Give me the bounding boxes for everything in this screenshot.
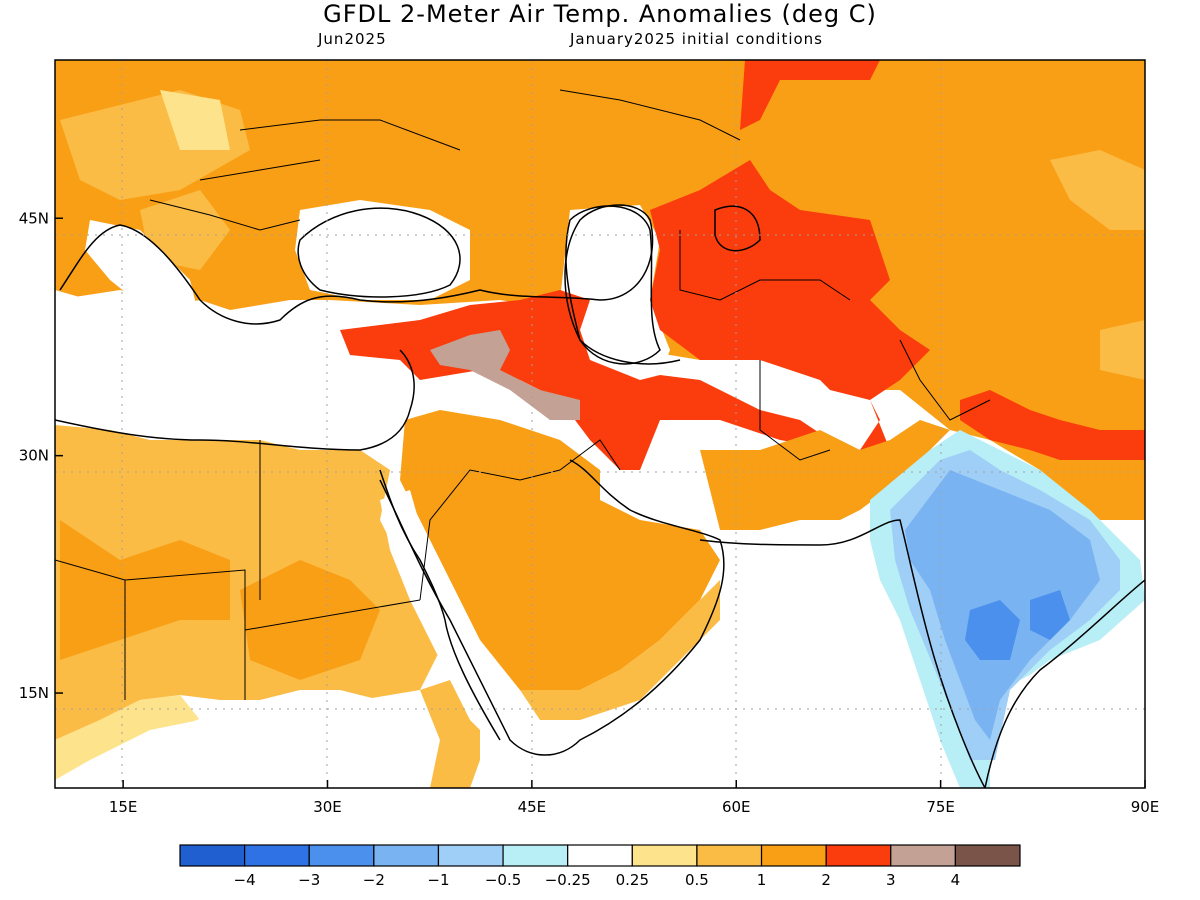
colorbar-label: −0.25	[545, 871, 591, 889]
anomaly-region-balkans	[140, 190, 230, 270]
map-frame	[54, 59, 1146, 789]
anomaly-region-yemen	[520, 580, 720, 720]
colorbar-label: 3	[886, 871, 896, 889]
anomaly-region-india-core2	[1030, 590, 1070, 640]
colorbar-swatch	[954, 844, 1021, 867]
anomaly-region-libya	[60, 520, 230, 660]
colorbar-swatch	[696, 844, 763, 867]
anomaly-region-north	[740, 60, 880, 130]
colorbar-swatch	[373, 844, 440, 867]
colorbar-label: −3	[298, 871, 320, 889]
black-sea-white	[295, 200, 470, 300]
lat-tick-label: 30N	[19, 447, 49, 465]
anomaly-region-arabia	[400, 410, 720, 700]
anomaly-region-himalaya	[960, 390, 1145, 460]
anomaly-region-mongolia	[1050, 150, 1145, 230]
lon-tick-label: 90E	[1131, 798, 1160, 816]
colorbar-swatch	[244, 844, 310, 867]
colorbar: −4 −3 −2 −1 −0.5 −0.25 0.25 0.5 1 2 3 4	[179, 844, 1021, 889]
anomaly-region-chad	[240, 560, 380, 680]
colorbar-label: 2	[821, 871, 831, 889]
colorbar-swatch	[890, 844, 956, 867]
lat-tick-label: 45N	[19, 209, 49, 227]
anomaly-region-pakistan	[700, 420, 950, 530]
country-borders	[55, 89, 991, 700]
initial-conditions: January2025 initial conditions	[570, 30, 823, 48]
colorbar-label: −1	[427, 871, 449, 889]
axis-ticks: 45N 30N 15N 15E 30E 45E 60E 75E 90E	[19, 209, 1160, 816]
arabian-sea-white	[520, 540, 960, 788]
colorbar-swatch	[567, 844, 633, 867]
colorbar-swatch	[179, 844, 246, 867]
colorbar-label: 0.5	[685, 871, 709, 889]
bay-of-bengal-white	[1000, 600, 1145, 788]
map-title: GFDL 2-Meter Air Temp. Anomalies (deg C)	[323, 0, 877, 28]
lon-tick-label: 45E	[518, 798, 547, 816]
mediterranean-white	[55, 290, 420, 470]
graticule	[55, 60, 1145, 788]
anomaly-shading	[55, 60, 1145, 788]
anomaly-region-india-core	[965, 600, 1020, 660]
italy-white	[85, 220, 200, 320]
colorbar-label: 4	[951, 871, 961, 889]
colorbar-label: −4	[234, 871, 256, 889]
colorbar-label: 1	[757, 871, 767, 889]
anomaly-region-sudan-light	[55, 695, 200, 780]
anomaly-region-iran	[340, 160, 930, 470]
colorbar-swatch	[631, 844, 698, 867]
lat-tick-label: 15N	[19, 684, 49, 702]
anomaly-region-tibet	[1100, 320, 1145, 380]
colorbar-label: −2	[363, 871, 385, 889]
colorbar-label: 0.25	[616, 871, 649, 889]
lon-tick-label: 30E	[313, 798, 342, 816]
colorbar-swatch	[502, 844, 569, 867]
caspian-white	[560, 205, 670, 375]
colorbar-label: −0.5	[485, 871, 521, 889]
anomaly-region-iraq-high	[430, 330, 580, 420]
colorbar-swatch	[437, 844, 504, 867]
colorbar-swatch	[760, 844, 827, 867]
anomaly-region-east-africa	[120, 690, 470, 788]
anomaly-region-light	[160, 90, 230, 150]
lon-tick-label: 60E	[722, 798, 751, 816]
colorbar-swatch	[308, 844, 375, 867]
forecast-month: Jun2025	[318, 30, 387, 48]
lon-tick-label: 15E	[109, 798, 138, 816]
colorbar-swatch	[825, 844, 892, 867]
lon-tick-label: 75E	[926, 798, 955, 816]
